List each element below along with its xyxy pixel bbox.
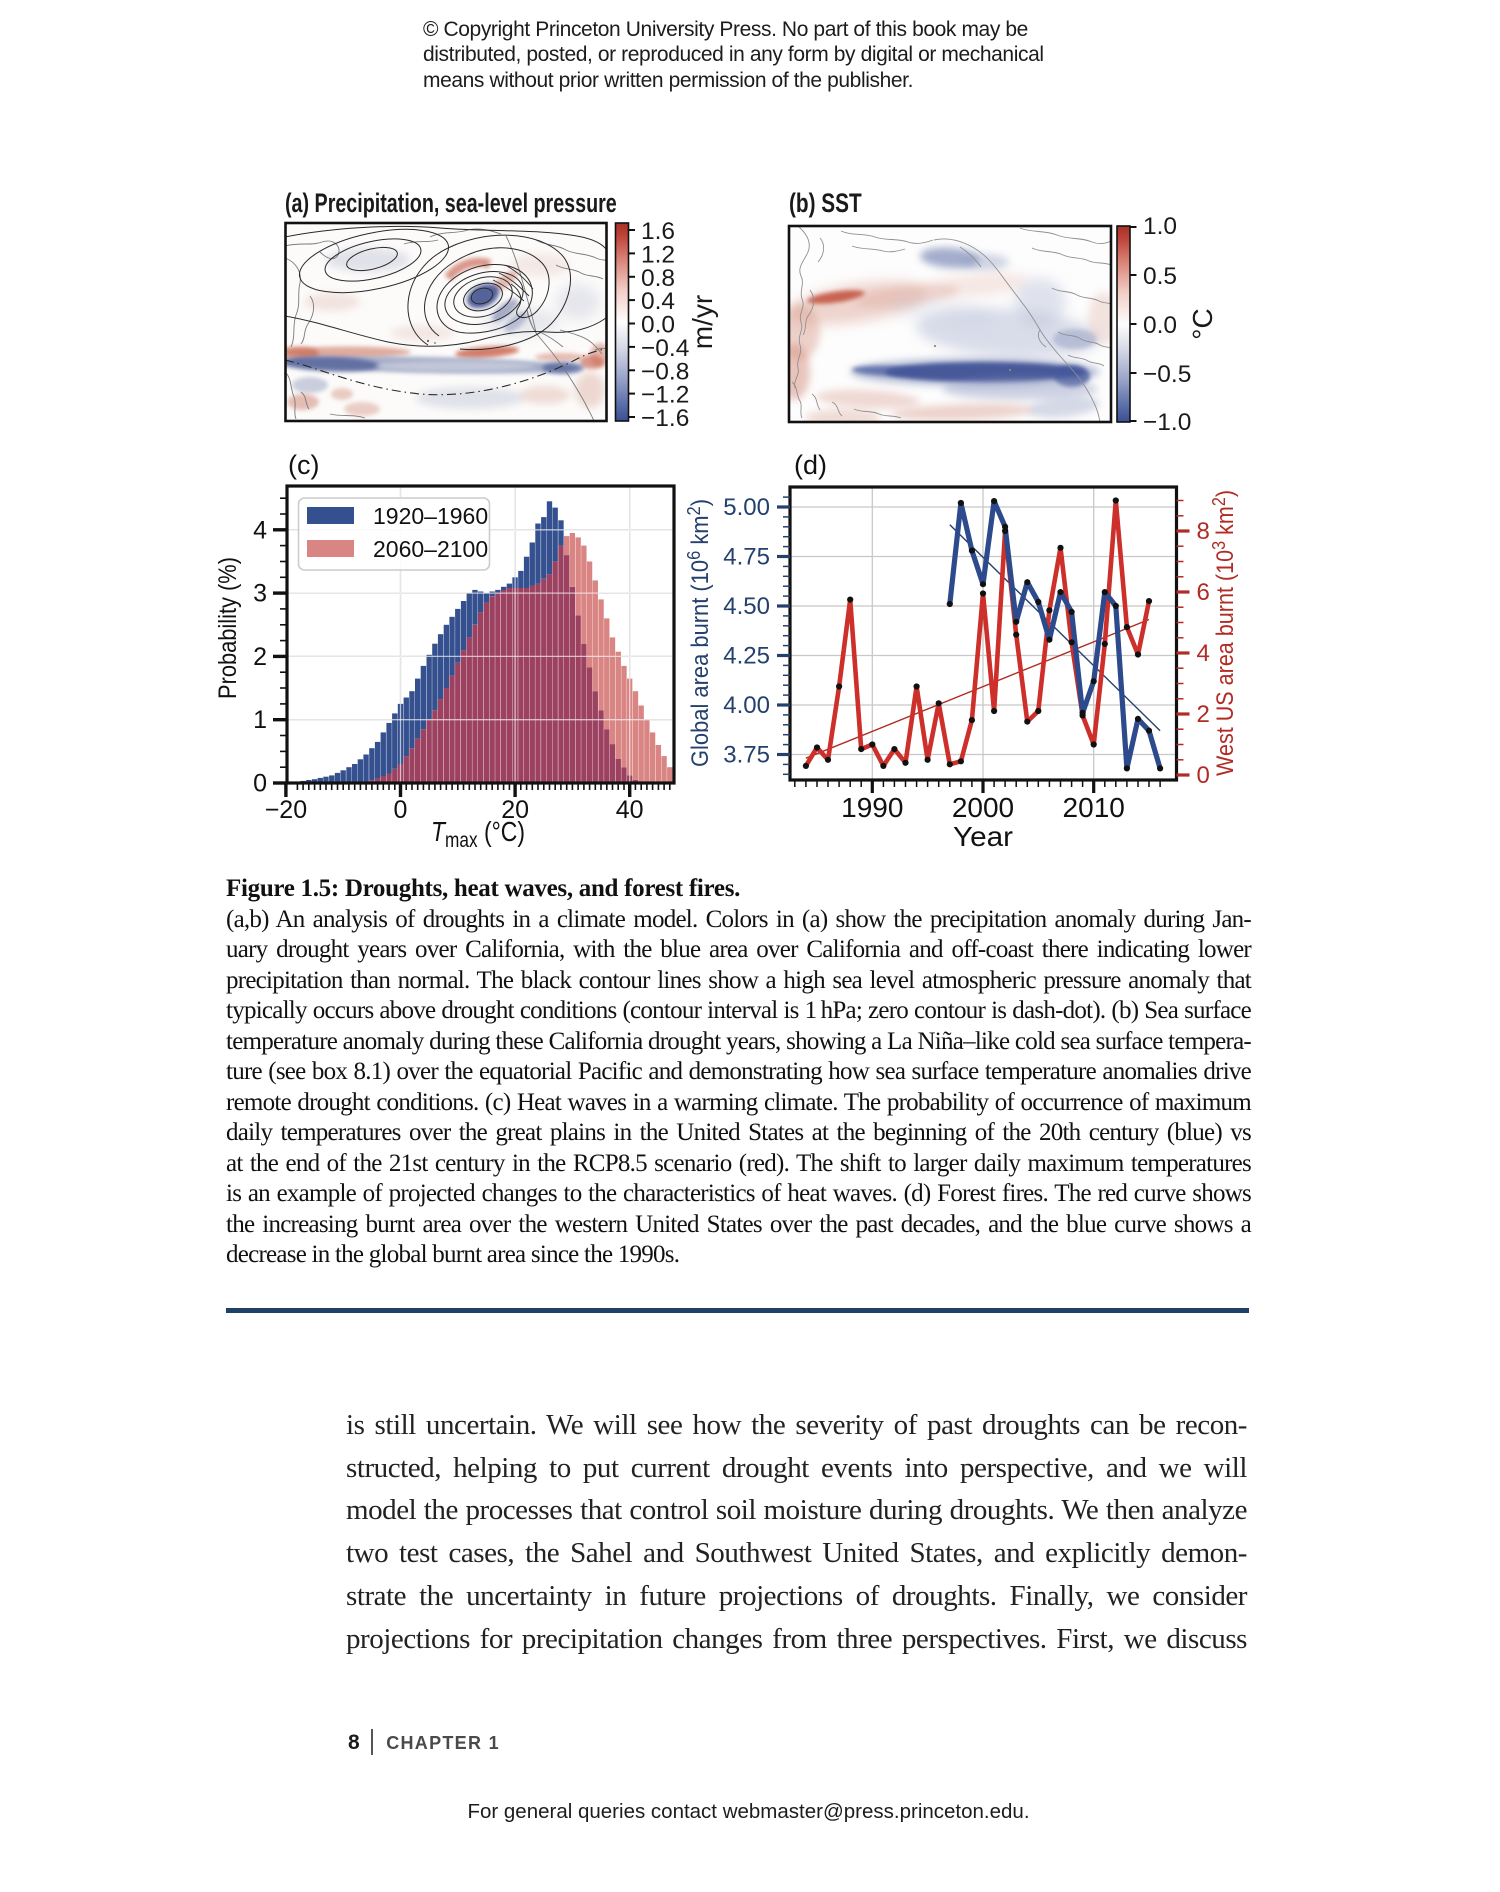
svg-text:5.00: 5.00	[723, 494, 770, 521]
svg-text:1.2: 1.2	[641, 241, 675, 268]
svg-text:−0.4: −0.4	[641, 335, 689, 362]
svg-text:2060–2100: 2060–2100	[373, 536, 488, 562]
svg-text:(c): (c)	[288, 450, 319, 480]
svg-text:0.8: 0.8	[641, 265, 675, 292]
svg-text:1990: 1990	[841, 792, 903, 823]
svg-text:2000: 2000	[952, 792, 1014, 823]
svg-text:1.0: 1.0	[1143, 213, 1177, 240]
svg-text:3: 3	[253, 580, 267, 608]
svg-text:−20: −20	[265, 796, 307, 824]
svg-text:0.0: 0.0	[641, 312, 675, 339]
svg-text:m/yr: m/yr	[687, 295, 718, 349]
svg-text:−1.2: −1.2	[641, 382, 689, 409]
svg-text:(a) Precipitation, sea-level p: (a) Precipitation, sea-level pressure	[285, 189, 617, 219]
svg-text:3.75: 3.75	[723, 742, 770, 769]
svg-text:4.00: 4.00	[723, 692, 770, 719]
svg-text:4: 4	[253, 516, 267, 544]
svg-text:1920–1960: 1920–1960	[373, 503, 488, 529]
svg-text:8: 8	[1197, 518, 1210, 545]
svg-text:°C: °C	[1187, 308, 1218, 339]
svg-text:1.6: 1.6	[641, 218, 675, 245]
svg-text:0: 0	[394, 796, 408, 824]
svg-text:1: 1	[253, 706, 267, 734]
svg-text:Global area burnt (106 km2): Global area burnt (106 km2)	[684, 499, 714, 767]
svg-text:4.75: 4.75	[723, 544, 770, 571]
svg-text:4.50: 4.50	[723, 593, 770, 620]
svg-text:2010: 2010	[1063, 792, 1125, 823]
svg-text:−1.6: −1.6	[641, 405, 689, 432]
svg-text:Year: Year	[953, 821, 1013, 852]
svg-text:4.25: 4.25	[723, 643, 770, 670]
svg-text:(b) SST: (b) SST	[789, 188, 862, 218]
svg-text:2: 2	[1197, 701, 1210, 728]
svg-text:2: 2	[253, 643, 267, 671]
svg-text:(d): (d)	[794, 450, 827, 480]
svg-text:40: 40	[616, 796, 644, 824]
svg-text:0.4: 0.4	[641, 288, 675, 315]
svg-text:Probability (%): Probability (%)	[214, 557, 242, 699]
svg-text:0.5: 0.5	[1143, 263, 1177, 290]
svg-text:4: 4	[1197, 640, 1210, 667]
svg-text:West US area burnt (103 km2): West US area burnt (103 km2)	[1209, 490, 1239, 776]
svg-text:6: 6	[1197, 579, 1210, 606]
svg-text:0.0: 0.0	[1143, 312, 1177, 339]
svg-text:−1.0: −1.0	[1143, 409, 1191, 436]
svg-text:20: 20	[501, 796, 529, 824]
svg-text:0: 0	[253, 770, 267, 798]
svg-text:−0.5: −0.5	[1143, 361, 1191, 388]
svg-text:−0.8: −0.8	[641, 358, 689, 385]
svg-text:Tmax (°C): Tmax (°C)	[431, 817, 525, 853]
svg-text:0: 0	[1197, 762, 1210, 789]
